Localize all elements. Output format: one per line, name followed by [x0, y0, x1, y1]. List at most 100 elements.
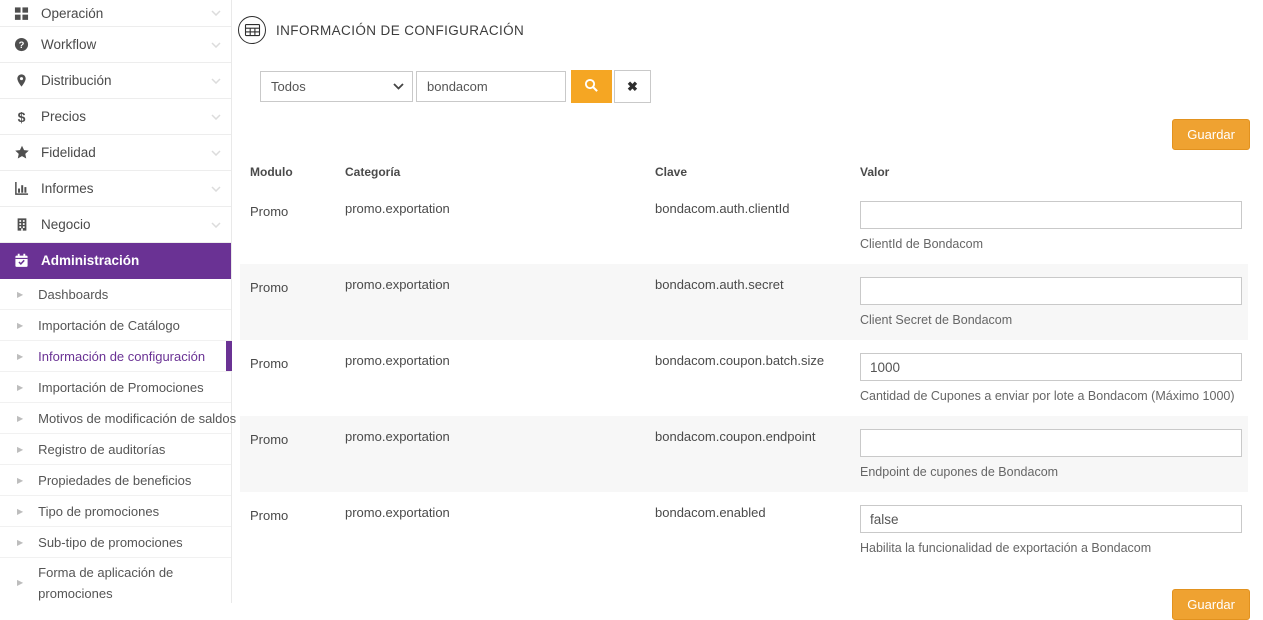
value-cell: Endpoint de cupones de Bondacom — [860, 429, 1248, 479]
value-input[interactable] — [860, 277, 1242, 305]
search-icon — [584, 78, 599, 96]
key-cell: bondacom.auth.clientId — [655, 201, 790, 216]
category-cell: promo.exportation — [345, 353, 450, 368]
clear-search-button[interactable]: ✖ — [614, 70, 651, 103]
category-cell: promo.exportation — [345, 277, 450, 292]
map-pin-icon — [13, 73, 30, 88]
sidebar-item-fidelidad[interactable]: Fidelidad — [0, 135, 231, 171]
value-input[interactable] — [860, 353, 1242, 381]
svg-text:?: ? — [19, 40, 25, 50]
caret-right-icon: ▶ — [17, 475, 24, 485]
key-cell: bondacom.coupon.batch.size — [655, 353, 825, 368]
sidebar-subitem-informacion-configuracion[interactable]: ▶ Información de configuración — [0, 341, 232, 372]
value-help-text: Endpoint de cupones de Bondacom — [860, 465, 1059, 479]
subitem-label: Motivos de modificación de saldos — [38, 410, 237, 426]
subitem-label: Dashboards — [38, 286, 109, 302]
table-row: Promo promo.exportation bondacom.coupon.… — [240, 340, 1248, 416]
module-cell: Promo — [250, 432, 289, 447]
table-icon — [238, 16, 266, 44]
value-help-text: Client Secret de Bondacom — [860, 313, 1013, 327]
sidebar-subitem-registro-auditorias[interactable]: ▶ Registro de auditorías — [0, 434, 231, 465]
caret-right-icon: ▶ — [17, 413, 24, 423]
category-cell: promo.exportation — [345, 429, 450, 444]
value-input[interactable] — [860, 201, 1242, 229]
sidebar-item-label: Administración — [41, 253, 140, 268]
category-cell: promo.exportation — [345, 505, 450, 520]
subitem-label: Importación de Promociones — [38, 379, 204, 395]
save-button-top[interactable]: Guardar — [1172, 119, 1250, 150]
column-header-valor: Valor — [860, 165, 890, 179]
save-row-top: Guardar — [232, 119, 1250, 150]
value-cell: Client Secret de Bondacom — [860, 277, 1248, 327]
sidebar-item-informes[interactable]: Informes — [0, 171, 231, 207]
module-cell: Promo — [250, 204, 289, 219]
subitem-label: Tipo de promociones — [38, 503, 160, 519]
category-select[interactable]: Todos — [260, 71, 413, 102]
sidebar-item-distribucion[interactable]: Distribución — [0, 63, 231, 99]
caret-right-icon: ▶ — [17, 320, 24, 330]
chevron-down-icon — [211, 113, 221, 120]
key-cell: bondacom.enabled — [655, 505, 766, 520]
close-icon: ✖ — [627, 78, 638, 94]
page-title: INFORMACIÓN DE CONFIGURACIÓN — [276, 22, 525, 38]
subitem-label: Sub-tipo de promociones — [38, 534, 183, 550]
star-icon — [13, 145, 30, 160]
value-cell: ClientId de Bondacom — [860, 201, 1248, 251]
sidebar-subitem-subtipo-promociones[interactable]: ▶ Sub-tipo de promociones — [0, 527, 231, 558]
configuration-table: Modulo Categoría Clave Valor Promo promo… — [240, 156, 1248, 568]
sidebar-subitem-tipo-promociones[interactable]: ▶ Tipo de promociones — [0, 496, 231, 527]
save-row-bottom: Guardar — [232, 589, 1250, 620]
key-cell: bondacom.coupon.endpoint — [655, 429, 816, 444]
sidebar-subitem-motivos-modificacion[interactable]: ▶ Motivos de modificación de saldos — [0, 403, 236, 434]
sidebar-item-label: Workflow — [41, 37, 97, 52]
grid-icon — [13, 6, 30, 21]
column-header-modulo: Modulo — [250, 165, 293, 179]
sidebar-subitem-importacion-promociones[interactable]: ▶ Importación de Promociones — [0, 372, 231, 403]
sidebar-item-workflow[interactable]: ? Workflow — [0, 27, 231, 63]
chevron-down-icon — [211, 149, 221, 156]
bar-chart-icon — [13, 181, 30, 196]
value-input[interactable] — [860, 505, 1242, 533]
sidebar-item-precios[interactable]: $ Precios — [0, 99, 231, 135]
column-header-clave: Clave — [655, 165, 688, 179]
chevron-down-icon — [211, 41, 221, 48]
sidebar-item-label: Negocio — [41, 217, 91, 232]
chevron-down-icon — [211, 77, 221, 84]
svg-text:$: $ — [18, 109, 26, 125]
sidebar-subitem-dashboards[interactable]: ▶ Dashboards — [0, 279, 231, 310]
sidebar-item-operacion[interactable]: Operación — [0, 0, 231, 27]
sidebar-subitem-propiedades-beneficios[interactable]: ▶ Propiedades de beneficios — [0, 465, 231, 496]
help-icon: ? — [13, 37, 30, 52]
search-input[interactable] — [416, 71, 566, 102]
chevron-down-icon — [211, 10, 221, 16]
sidebar-subitem-importacion-catalogo[interactable]: ▶ Importación de Catálogo — [0, 310, 231, 341]
table-row: Promo promo.exportation bondacom.enabled… — [240, 492, 1248, 568]
chevron-down-icon — [211, 221, 221, 228]
sidebar-item-label: Precios — [41, 109, 87, 124]
caret-right-icon: ▶ — [17, 537, 24, 547]
sidebar-item-administracion[interactable]: Administración — [0, 243, 231, 279]
category-cell: promo.exportation — [345, 201, 450, 216]
sidebar-item-negocio[interactable]: Negocio — [0, 207, 231, 243]
module-cell: Promo — [250, 356, 289, 371]
caret-right-icon: ▶ — [17, 506, 24, 516]
sidebar-subitem-forma-aplicacion[interactable]: ▶ Forma de aplicación de promociones — [0, 558, 231, 607]
value-help-text: ClientId de Bondacom — [860, 237, 983, 251]
value-help-text: Cantidad de Cupones a enviar por lote a … — [860, 389, 1235, 403]
value-cell: Cantidad de Cupones a enviar por lote a … — [860, 353, 1248, 403]
value-help-text: Habilita la funcionalidad de exportación… — [860, 541, 1152, 555]
sidebar-item-label: Operación — [41, 5, 104, 21]
page-header: INFORMACIÓN DE CONFIGURACIÓN — [238, 16, 1263, 44]
module-cell: Promo — [250, 508, 289, 523]
value-input[interactable] — [860, 429, 1242, 457]
module-cell: Promo — [250, 280, 289, 295]
value-cell: Habilita la funcionalidad de exportación… — [860, 505, 1248, 555]
subitem-label: Importación de Catálogo — [38, 317, 180, 333]
caret-right-icon: ▶ — [17, 577, 24, 587]
search-button[interactable] — [571, 70, 612, 103]
subitem-label: Forma de aplicación de promociones — [38, 565, 174, 601]
save-button-bottom[interactable]: Guardar — [1172, 589, 1250, 620]
key-cell: bondacom.auth.secret — [655, 277, 784, 292]
column-header-categoria: Categoría — [345, 165, 401, 179]
caret-right-icon: ▶ — [17, 351, 24, 361]
